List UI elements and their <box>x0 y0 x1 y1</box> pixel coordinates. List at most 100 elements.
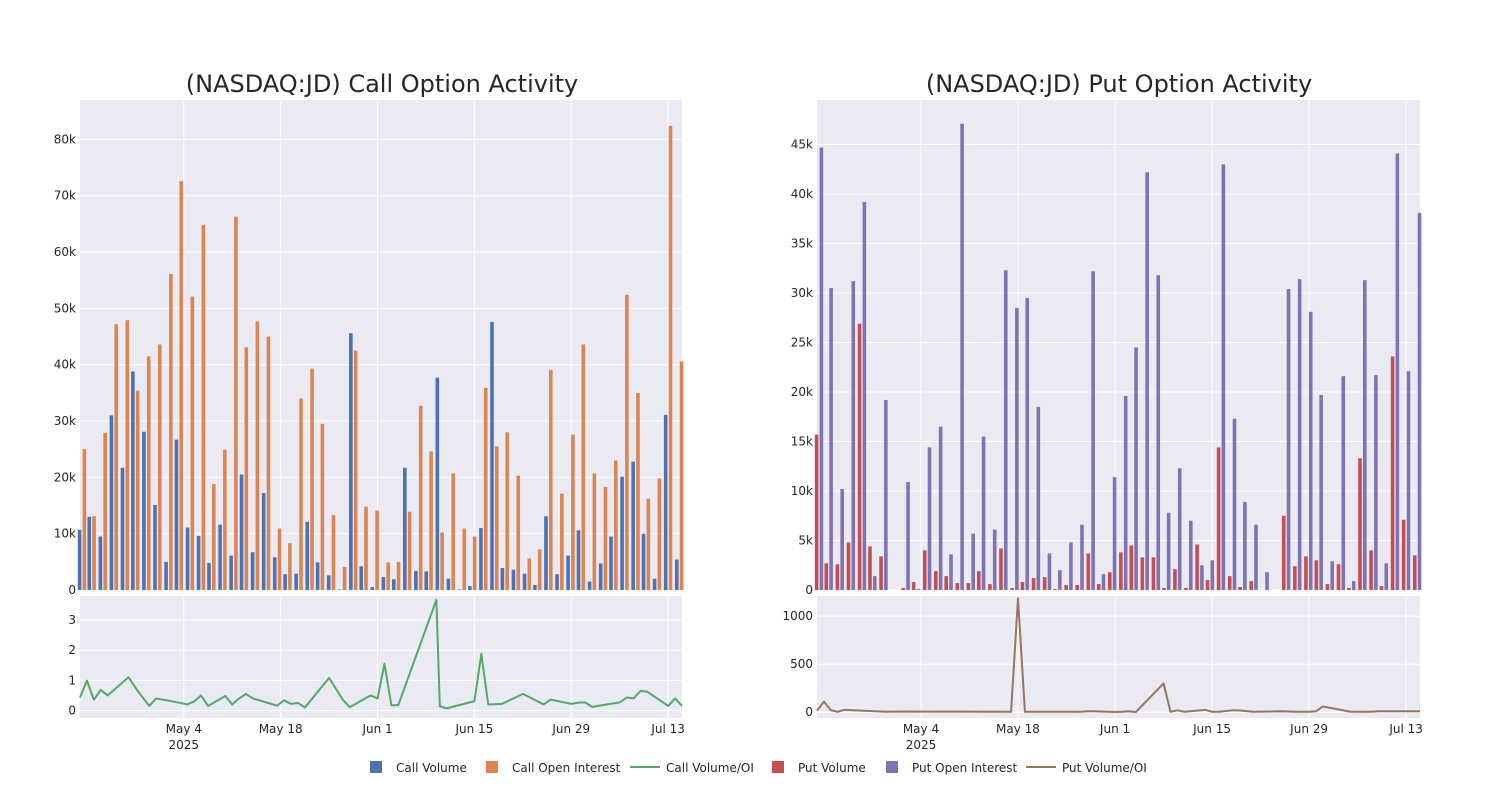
bar <box>500 568 505 590</box>
bar <box>1351 581 1356 590</box>
bar <box>349 333 353 590</box>
bar <box>592 473 597 590</box>
x-tick-label: Jun 1 <box>361 722 392 736</box>
legend-label: Call Volume/OI <box>666 761 754 775</box>
y-tick-label: 20k <box>54 470 76 484</box>
bar <box>212 484 216 590</box>
bar <box>819 147 824 590</box>
bar <box>960 123 964 590</box>
bar <box>598 563 603 590</box>
legend-label: Put Open Interest <box>912 761 1018 775</box>
bar <box>185 527 190 590</box>
y-tick-label: 0 <box>805 583 813 597</box>
bar <box>927 447 932 590</box>
bar <box>1047 553 1052 590</box>
bar <box>87 516 92 590</box>
bar <box>916 589 921 590</box>
legend-label: Call Open Interest <box>512 761 621 775</box>
y-tick-label: 5k <box>798 534 813 548</box>
y-tick-label: 20k <box>791 385 813 399</box>
bar <box>884 399 888 590</box>
bar <box>560 493 564 590</box>
legend-swatch <box>370 761 382 773</box>
bar <box>272 557 277 590</box>
y-tick-label: 70k <box>54 189 76 203</box>
bar <box>153 504 157 590</box>
bar <box>663 414 668 590</box>
bar <box>375 510 379 590</box>
legend-item: Call Open Interest <box>486 761 621 775</box>
bar <box>522 573 527 590</box>
ratio-y-tick-label: 1000 <box>782 609 813 623</box>
legend-swatch <box>486 761 498 773</box>
bar <box>386 562 390 590</box>
bar <box>299 398 303 590</box>
bar <box>1058 570 1062 590</box>
bar <box>82 449 87 590</box>
bar <box>868 546 872 590</box>
ratio-y-tick-label: 0 <box>805 705 813 719</box>
bar <box>1384 563 1389 590</box>
bar <box>1086 553 1091 590</box>
bar <box>835 564 840 590</box>
legend-label: Put Volume <box>798 761 866 775</box>
bar <box>125 320 130 590</box>
bar <box>396 561 401 590</box>
bar <box>668 125 673 590</box>
bar <box>495 446 499 590</box>
bar <box>814 434 819 590</box>
bar <box>1003 270 1008 590</box>
bar <box>537 549 542 590</box>
bar <box>631 461 635 590</box>
bar <box>1297 279 1302 590</box>
bar <box>190 296 195 590</box>
bar <box>566 555 570 590</box>
y-tick-label: 40k <box>791 187 813 201</box>
bar <box>1238 587 1242 590</box>
bar <box>527 558 532 590</box>
x-tick-label: Jul 13 <box>1388 722 1423 736</box>
bar <box>938 426 943 590</box>
bar <box>1325 584 1330 590</box>
bar <box>468 586 472 590</box>
bar <box>1101 574 1106 590</box>
bar <box>1134 347 1138 590</box>
bar <box>1358 458 1362 590</box>
put-chart: (NASDAQ:JD) Put Option Activity May 4 2025… <box>782 70 1422 752</box>
bar <box>1064 585 1068 590</box>
bar <box>1293 566 1297 590</box>
bar <box>1216 447 1221 590</box>
bar <box>326 575 331 590</box>
bar <box>1254 524 1258 590</box>
bar <box>516 475 521 590</box>
bar <box>250 552 255 590</box>
bar <box>1341 376 1346 590</box>
bar <box>1042 577 1047 590</box>
bar <box>1210 560 1215 590</box>
bar <box>457 589 462 590</box>
y-tick-label: 45k <box>791 138 813 152</box>
bar <box>1053 589 1057 590</box>
bar <box>201 225 206 590</box>
bar <box>239 474 244 590</box>
bar <box>196 535 201 590</box>
bar <box>446 578 451 590</box>
bar <box>1243 501 1247 590</box>
bar <box>462 528 467 590</box>
bar <box>1281 515 1286 590</box>
bar <box>490 321 494 590</box>
bar <box>164 561 168 590</box>
bar <box>1119 552 1123 590</box>
bar <box>1162 588 1166 590</box>
y-tick-label: 0 <box>68 583 76 597</box>
bar <box>625 294 629 590</box>
bar <box>587 581 592 590</box>
bar <box>131 371 135 590</box>
x-tick-label: Jul 13 <box>650 722 685 736</box>
x-tick-sublabel: 2025 <box>906 738 937 752</box>
bar <box>1286 289 1291 590</box>
bar <box>1031 578 1036 590</box>
bar <box>505 432 509 590</box>
bar <box>223 449 227 590</box>
